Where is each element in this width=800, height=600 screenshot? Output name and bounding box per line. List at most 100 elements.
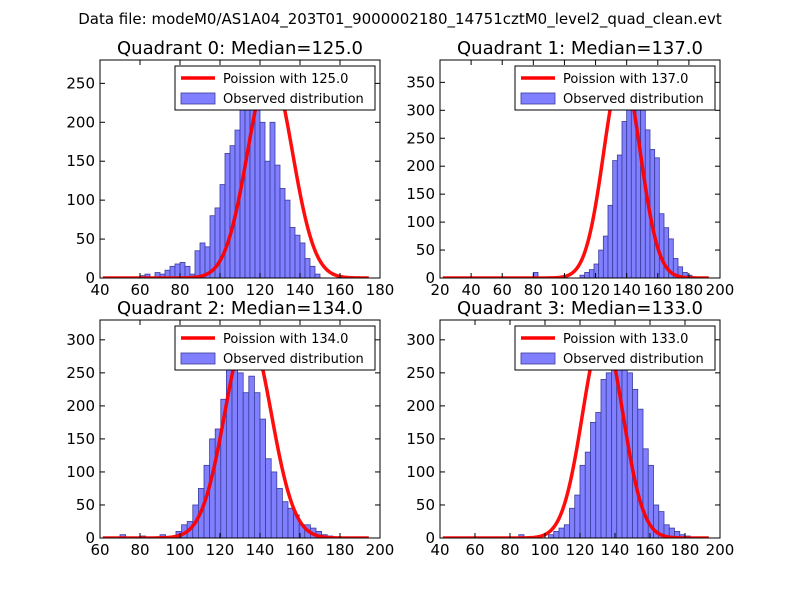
histogram-bar [274,164,281,278]
x-tick-label: 40 [90,281,109,299]
x-tick-label: 200 [706,541,735,559]
subplot-title: Quadrant 1: Median=137.0 [457,38,703,59]
x-tick-label: 120 [246,281,275,299]
histogram-bar [199,242,206,278]
y-tick-label: 200 [406,157,435,175]
histogram-bar [563,524,570,538]
legend-bar-swatch [520,92,556,105]
axes-frame [439,59,721,279]
histogram-bar [219,184,226,278]
x-tick-label: 80 [500,541,519,559]
y-tick-label: 0 [425,269,435,287]
subplot-1: 20 40 60 80 100 120 140 160 180 20005010015020025… [406,38,734,299]
x-tick-label: 120 [206,541,235,559]
legend-label-bars: Observed distribution [223,92,364,107]
y-tick-label: 150 [406,430,435,448]
histogram-bar [259,418,266,538]
histogram-bar [569,507,576,538]
histogram-bar [637,408,644,538]
histogram-bar [654,157,660,278]
x-tick-label: 160 [326,281,355,299]
x-tick-label: 100 [550,281,579,299]
poisson-curve [102,67,369,278]
axes-frame [99,319,381,539]
x-tick-label: 120 [581,281,610,299]
histogram-bar [314,273,321,278]
x-tick-label: 140 [612,281,641,299]
histogram-bar [237,372,244,538]
x-tick-label: 160 [643,281,672,299]
y-tick-label: 100 [406,213,435,231]
x-tick-label: 60 [130,281,149,299]
y-tick-label: 100 [66,191,95,209]
figure-suptitle: Data file: modeM0/AS1A04_203T01_90000021… [78,10,722,29]
x-tick-label: 180 [675,281,704,299]
subplot-3: 40 60 80 100 120 140 160 180 200 0 50 100 150 200 250 3… [406,298,734,559]
histogram-bar [309,265,316,278]
histogram-bar [264,160,271,278]
histogram-bar [194,250,201,278]
legend: Poission with 137.0 Observed distribution [514,65,716,111]
x-tick-label: 40 [430,541,449,559]
x-tick-label: 180 [366,281,395,299]
legend-label-curve: Poission with 133.0 [563,332,688,347]
histogram-bar [626,104,632,278]
histogram-bar [621,121,628,278]
x-tick-label: 200 [366,541,395,559]
legend: Poission with 125.0 Observed distribution [174,65,376,111]
histogram-bar [174,263,181,278]
histogram-bar [304,258,311,278]
histogram-bar [253,392,261,538]
y-tick-label: 300 [406,331,435,349]
x-tick-label: 100 [531,541,560,559]
x-tick-label: 20 [430,281,449,299]
histogram-bar [259,121,266,278]
y-tick-label: 350 [406,73,435,91]
y-tick-label: 150 [66,430,95,448]
x-tick-label: 140 [286,281,315,299]
poisson-curve [442,67,709,278]
y-tick-label: 250 [406,129,435,147]
x-tick-label: 140 [601,541,630,559]
x-tick-label: 60 [465,541,484,559]
y-tick-label: 300 [406,101,435,119]
legend-bar-swatch [180,92,216,105]
x-tick-label: 80 [170,281,189,299]
y-tick-label: 0 [85,269,95,287]
y-tick-label: 150 [406,185,435,203]
histogram-bar [574,494,581,538]
y-tick-label: 150 [66,152,95,170]
legend-label-bars: Observed distribution [223,352,364,367]
legend-label-curve: Poission with 137.0 [563,72,688,87]
histogram-bar [607,204,614,278]
x-tick-label: 100 [166,541,195,559]
histogram-bar [612,160,618,278]
subplots: 40 60 80 100 120 140 160 180050100150200250Quad… [66,38,734,559]
histogram-bar [584,272,590,278]
histogram-bar [602,235,609,278]
histogram-bar [224,153,231,278]
histogram-bar [588,269,595,278]
y-tick-label: 250 [406,364,435,382]
x-tick-label: 60 [493,281,512,299]
histogram-bar [294,234,301,278]
legend-label-bars: Observed distribution [563,92,704,107]
histogram-bar [281,501,289,538]
histogram-bar [284,199,291,278]
histogram-bar [658,213,665,278]
histogram-bar [616,154,623,278]
histogram-bar [642,448,649,538]
legend: Poission with 133.0 Observed distribution [514,325,716,371]
plot-area-0 [102,67,369,278]
subplot-title: Quadrant 2: Median=134.0 [117,298,363,319]
histogram-bar [595,412,602,538]
histogram-bar [647,464,654,538]
subplot-0: 40 60 80 100 120 140 160 180 0 50 100 150 200 250 Quad… [66,38,394,299]
x-tick-label: 120 [566,541,595,559]
histogram-bar [584,451,591,538]
y-tick-label: 200 [66,397,95,415]
histogram-bar [229,145,236,278]
subplot-title: Quadrant 3: Median=133.0 [457,298,703,319]
legend-bar-swatch [520,352,556,365]
